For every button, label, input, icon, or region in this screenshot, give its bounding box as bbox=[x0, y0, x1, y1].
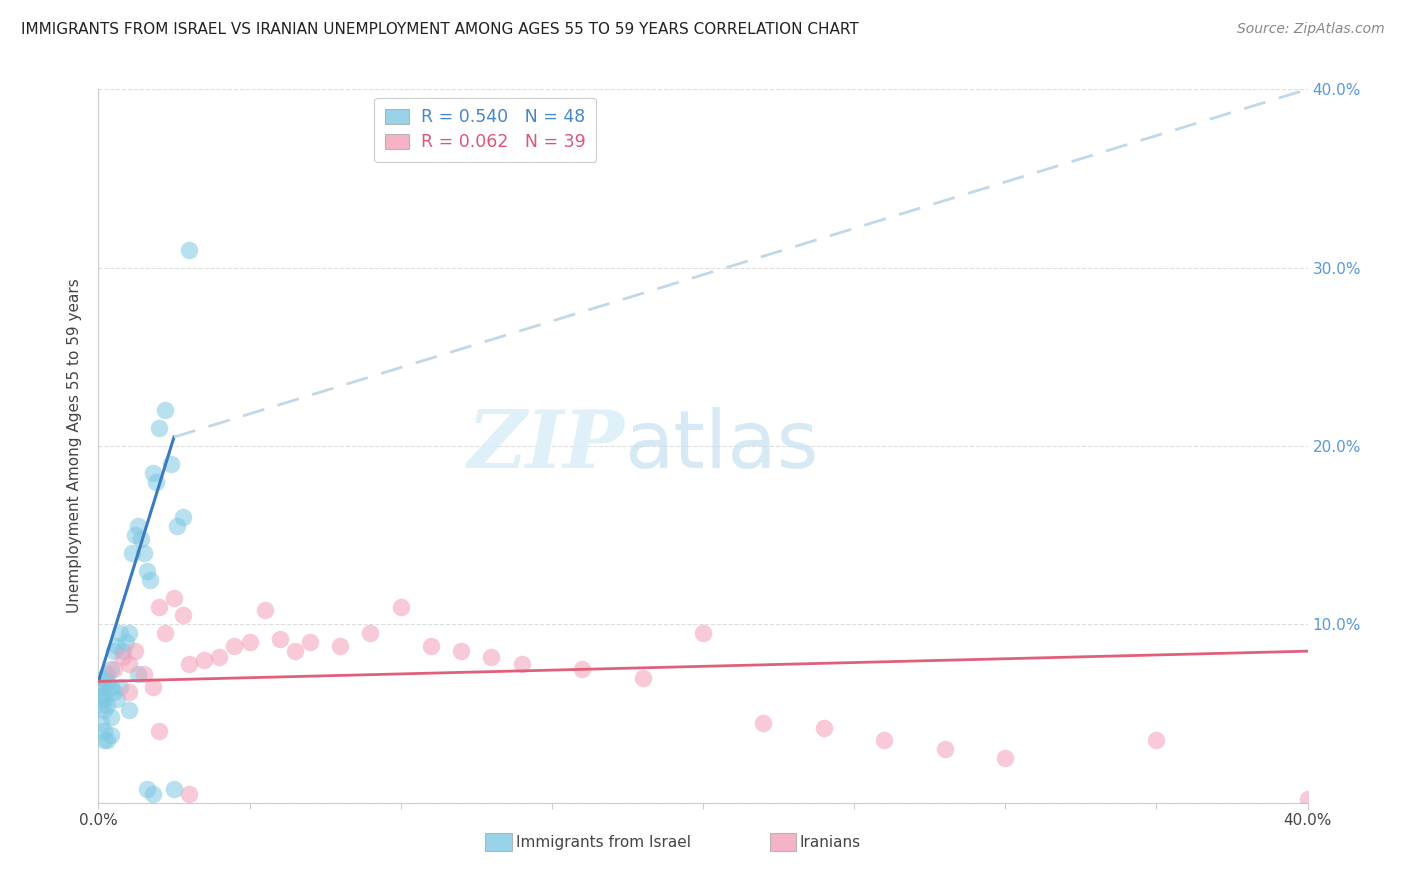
Point bbox=[239, 635, 262, 649]
Point bbox=[163, 591, 186, 605]
Text: atlas: atlas bbox=[624, 407, 818, 485]
Point bbox=[145, 475, 167, 489]
Point bbox=[193, 653, 215, 667]
Point bbox=[96, 674, 118, 689]
Point bbox=[153, 626, 176, 640]
Point bbox=[148, 724, 170, 739]
Point bbox=[142, 680, 165, 694]
Point bbox=[142, 787, 165, 801]
Point bbox=[111, 644, 134, 658]
Point bbox=[96, 698, 118, 712]
Point bbox=[420, 639, 443, 653]
Point bbox=[111, 649, 134, 664]
Point bbox=[90, 698, 112, 712]
Point bbox=[208, 649, 231, 664]
Text: Immigrants from Israel: Immigrants from Israel bbox=[516, 835, 690, 849]
Bar bbox=[769, 833, 796, 851]
Point bbox=[93, 724, 115, 739]
Legend: R = 0.540   N = 48, R = 0.062   N = 39: R = 0.540 N = 48, R = 0.062 N = 39 bbox=[374, 98, 596, 161]
Point bbox=[360, 626, 382, 640]
Point bbox=[329, 639, 352, 653]
Point bbox=[139, 573, 162, 587]
Text: ZIP: ZIP bbox=[468, 408, 624, 484]
Point bbox=[481, 649, 503, 664]
Point bbox=[96, 667, 118, 681]
Point bbox=[142, 466, 165, 480]
Point bbox=[100, 710, 122, 724]
Point bbox=[284, 644, 307, 658]
Point bbox=[108, 680, 131, 694]
Point bbox=[121, 546, 143, 560]
Point bbox=[118, 657, 141, 671]
Point bbox=[103, 685, 125, 699]
Point bbox=[132, 667, 155, 681]
Point bbox=[118, 685, 141, 699]
Point bbox=[148, 421, 170, 435]
Point bbox=[148, 599, 170, 614]
Point bbox=[93, 703, 115, 717]
Text: IMMIGRANTS FROM ISRAEL VS IRANIAN UNEMPLOYMENT AMONG AGES 55 TO 59 YEARS CORRELA: IMMIGRANTS FROM ISRAEL VS IRANIAN UNEMPL… bbox=[21, 22, 859, 37]
Point bbox=[90, 715, 112, 730]
Point bbox=[103, 644, 125, 658]
Point bbox=[103, 662, 125, 676]
Point bbox=[692, 626, 714, 640]
Text: Source: ZipAtlas.com: Source: ZipAtlas.com bbox=[1237, 22, 1385, 37]
Point bbox=[813, 721, 835, 735]
Point bbox=[105, 692, 128, 706]
Point bbox=[135, 564, 157, 578]
Point bbox=[90, 680, 112, 694]
Point bbox=[510, 657, 533, 671]
Point bbox=[1296, 792, 1319, 806]
Point bbox=[90, 689, 112, 703]
Point bbox=[269, 632, 291, 646]
Y-axis label: Unemployment Among Ages 55 to 59 years: Unemployment Among Ages 55 to 59 years bbox=[67, 278, 83, 614]
Point bbox=[994, 751, 1017, 765]
Point bbox=[571, 662, 593, 676]
Point bbox=[299, 635, 322, 649]
Point bbox=[100, 662, 122, 676]
Point bbox=[100, 728, 122, 742]
Point bbox=[253, 603, 276, 617]
Point bbox=[93, 692, 115, 706]
Point bbox=[132, 546, 155, 560]
Point bbox=[153, 403, 176, 417]
Point bbox=[114, 635, 136, 649]
Point bbox=[135, 781, 157, 796]
Point bbox=[127, 667, 149, 681]
Point bbox=[1144, 733, 1167, 747]
Bar bbox=[485, 833, 512, 851]
Point bbox=[179, 243, 201, 257]
Point bbox=[179, 787, 201, 801]
Point bbox=[224, 639, 246, 653]
Point bbox=[389, 599, 412, 614]
Point bbox=[124, 528, 146, 542]
Point bbox=[172, 608, 194, 623]
Point bbox=[124, 644, 146, 658]
Point bbox=[93, 733, 115, 747]
Point bbox=[166, 519, 188, 533]
Point bbox=[96, 733, 118, 747]
Point bbox=[934, 742, 956, 756]
Point bbox=[129, 532, 152, 546]
Point bbox=[179, 657, 201, 671]
Point bbox=[127, 519, 149, 533]
Text: Iranians: Iranians bbox=[800, 835, 860, 849]
Point bbox=[93, 671, 115, 685]
Point bbox=[118, 626, 141, 640]
Point bbox=[163, 781, 186, 796]
Point bbox=[172, 510, 194, 524]
Point bbox=[100, 680, 122, 694]
Point bbox=[752, 715, 775, 730]
Point bbox=[160, 457, 183, 471]
Point bbox=[631, 671, 654, 685]
Point bbox=[108, 626, 131, 640]
Point bbox=[105, 639, 128, 653]
Point bbox=[873, 733, 896, 747]
Point bbox=[118, 703, 141, 717]
Point bbox=[93, 680, 115, 694]
Point bbox=[450, 644, 472, 658]
Point bbox=[93, 689, 115, 703]
